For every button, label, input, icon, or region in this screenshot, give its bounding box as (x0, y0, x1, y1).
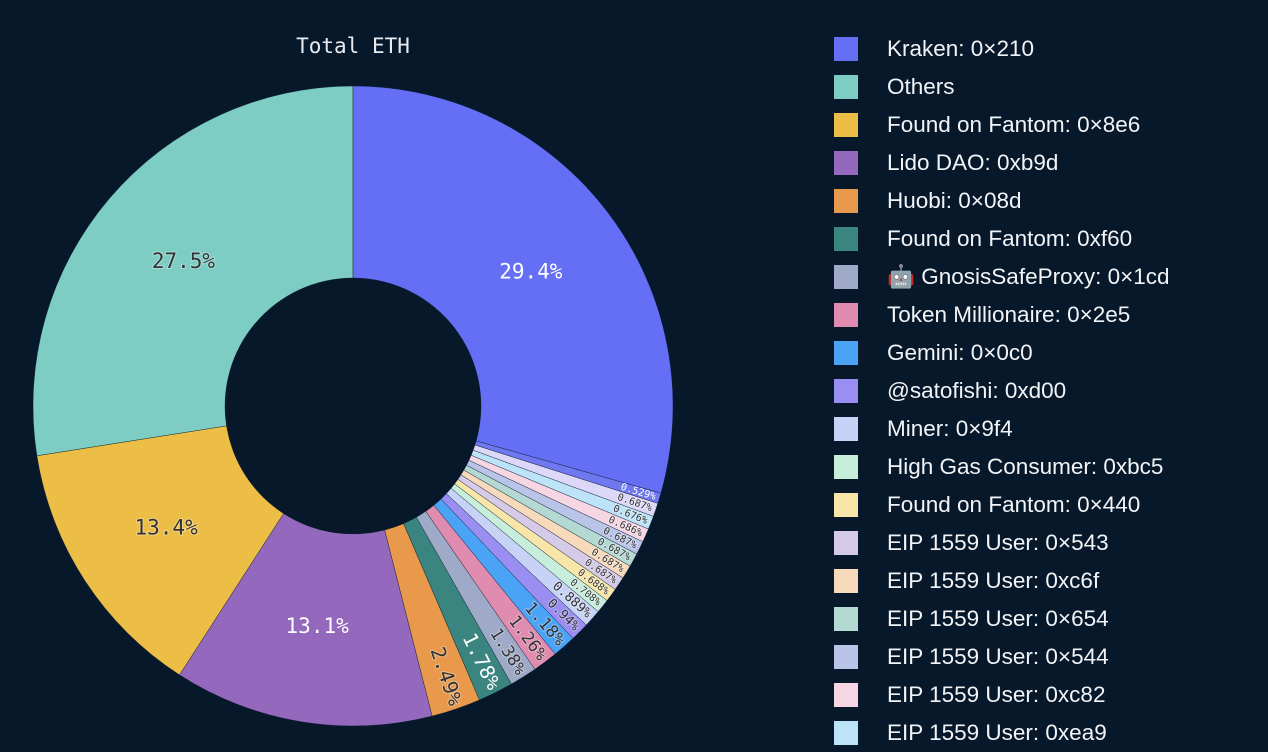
legend-item[interactable]: @satofishi: 0xd00 (834, 372, 1170, 410)
legend-swatch (834, 455, 858, 479)
legend-label: EIP 1559 User: 0×543 (887, 530, 1109, 555)
legend-item[interactable]: Others (834, 68, 1170, 106)
legend: Kraken: 0×210 Others Found on Fantom: 0×8e… (834, 30, 1170, 752)
legend-swatch (834, 303, 858, 327)
legend-item[interactable]: 🤖 GnosisSafeProxy: 0×1cd (834, 258, 1170, 296)
legend-item[interactable]: Gemini: 0×0c0 (834, 334, 1170, 372)
legend-item[interactable]: EIP 1559 User: 0×654 (834, 600, 1170, 638)
legend-label: Found on Fantom: 0×8e6 (887, 112, 1141, 137)
legend-swatch (834, 341, 858, 365)
slice-label: 29.4% (499, 259, 563, 283)
legend-swatch (834, 721, 858, 745)
legend-label: Found on Fantom: 0xf60 (887, 226, 1133, 251)
legend-item[interactable]: EIP 1559 User: 0×544 (834, 638, 1170, 676)
slice-label: 27.5% (152, 249, 216, 273)
legend-label: High Gas Consumer: 0xbc5 (887, 454, 1164, 479)
legend-item[interactable]: Miner: 0×9f4 (834, 410, 1170, 448)
slice-label: 13.4% (135, 516, 199, 540)
slice-label: 13.1% (286, 614, 350, 638)
legend-label: Lido DAO: 0xb9d (887, 150, 1059, 175)
legend-swatch (834, 683, 858, 707)
pie-slice[interactable] (36, 425, 284, 676)
legend-label: EIP 1559 User: 0xc82 (887, 682, 1106, 707)
legend-item[interactable]: EIP 1559 User: 0×543 (834, 524, 1170, 562)
legend-swatch (834, 569, 858, 593)
legend-item[interactable]: Lido DAO: 0xb9d (834, 144, 1170, 182)
legend-swatch (834, 113, 858, 137)
legend-item[interactable]: High Gas Consumer: 0xbc5 (834, 448, 1170, 486)
legend-swatch (834, 645, 858, 669)
legend-swatch (834, 189, 858, 213)
chart-title: Total ETH (296, 34, 410, 58)
pie-slice[interactable] (179, 513, 433, 727)
legend-item[interactable]: Found on Fantom: 0xf60 (834, 220, 1170, 258)
legend-swatch (834, 493, 858, 517)
legend-label: Huobi: 0×08d (887, 188, 1022, 213)
legend-swatch (834, 37, 858, 61)
legend-label: Others (887, 74, 955, 99)
legend-swatch (834, 75, 858, 99)
legend-label: EIP 1559 User: 0xea9 (887, 720, 1107, 745)
legend-item[interactable]: Token Millionaire: 0×2e5 (834, 296, 1170, 334)
legend-label: Gemini: 0×0c0 (887, 340, 1033, 365)
legend-item[interactable]: Found on Fantom: 0×440 (834, 486, 1170, 524)
legend-item[interactable]: EIP 1559 User: 0xea9 (834, 714, 1170, 752)
pie-slice[interactable] (32, 85, 354, 457)
legend-swatch (834, 607, 858, 631)
legend-item[interactable]: Kraken: 0×210 (834, 30, 1170, 68)
legend-item[interactable]: EIP 1559 User: 0xc6f (834, 562, 1170, 600)
donut-chart: Total ETH 27.5%13.4%13.1%2.49%1.78%1.38%… (32, 34, 674, 727)
legend-item[interactable]: EIP 1559 User: 0xc82 (834, 676, 1170, 714)
legend-item[interactable]: Huobi: 0×08d (834, 182, 1170, 220)
legend-swatch (834, 227, 858, 251)
pie-slice[interactable] (352, 85, 674, 494)
legend-item[interactable]: Found on Fantom: 0×8e6 (834, 106, 1170, 144)
legend-label: Token Millionaire: 0×2e5 (887, 302, 1131, 327)
legend-label: Kraken: 0×210 (887, 36, 1034, 61)
legend-swatch (834, 417, 858, 441)
legend-swatch (834, 151, 858, 175)
legend-label: Found on Fantom: 0×440 (887, 492, 1141, 517)
legend-label: EIP 1559 User: 0×544 (887, 644, 1109, 669)
legend-label: 🤖 GnosisSafeProxy: 0×1cd (887, 264, 1170, 289)
legend-swatch (834, 531, 858, 555)
legend-swatch (834, 379, 858, 403)
legend-label: EIP 1559 User: 0×654 (887, 606, 1109, 631)
legend-label: @satofishi: 0xd00 (887, 378, 1067, 403)
legend-label: Miner: 0×9f4 (887, 416, 1013, 441)
legend-label: EIP 1559 User: 0xc6f (887, 568, 1100, 593)
legend-swatch (834, 265, 858, 289)
